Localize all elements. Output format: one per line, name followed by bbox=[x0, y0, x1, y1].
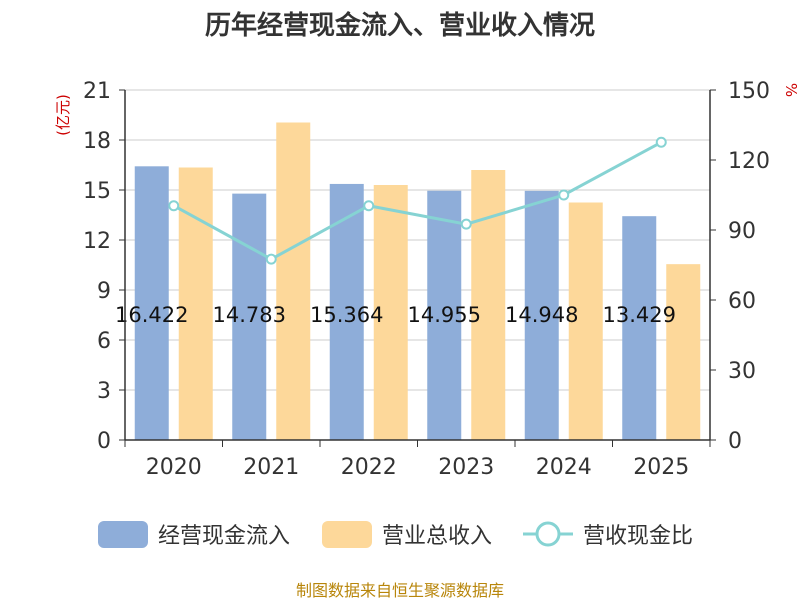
left-tick-label: 12 bbox=[83, 229, 111, 254]
bar-经营现金流入 bbox=[329, 183, 364, 440]
legend-label: 经营现金流入 bbox=[158, 524, 290, 549]
legend-swatch bbox=[322, 521, 372, 548]
ratio-line-point bbox=[265, 253, 277, 265]
left-tick-label: 9 bbox=[97, 279, 111, 304]
x-tick-label: 2020 bbox=[146, 455, 202, 480]
legend-marker bbox=[535, 521, 561, 547]
bar-经营现金流入 bbox=[134, 166, 169, 441]
source-footer: 制图数据来自恒生聚源数据库 bbox=[296, 581, 504, 600]
ratio-line-point bbox=[460, 218, 472, 230]
bar-营业总收入 bbox=[568, 202, 603, 440]
bar-营业总收入 bbox=[373, 185, 408, 440]
right-tick-label: 120 bbox=[728, 149, 770, 174]
left-tick-label: 18 bbox=[83, 129, 111, 154]
right-tick-label: 30 bbox=[728, 359, 756, 384]
right-axis-unit: % bbox=[782, 83, 800, 97]
chart-title: 历年经营现金流入、营业收入情况 bbox=[205, 10, 595, 41]
legend-label: 营收现金比 bbox=[583, 524, 693, 549]
bar-data-label: 14.948 bbox=[505, 303, 578, 327]
legend: 经营现金流入 营业总收入 营收现金比 bbox=[98, 521, 693, 549]
left-tick-label: 6 bbox=[97, 329, 111, 354]
x-tick-label: 2023 bbox=[438, 455, 494, 480]
bar-营业总收入 bbox=[666, 264, 701, 440]
bar-data-label: 13.429 bbox=[603, 303, 676, 327]
ratio-line-path bbox=[173, 140, 662, 261]
grid bbox=[125, 89, 710, 441]
x-tick-label: 2025 bbox=[633, 455, 689, 480]
bar-data-label: 16.422 bbox=[115, 303, 188, 327]
x-tick-label: 2024 bbox=[536, 455, 592, 480]
ratio-line-point bbox=[168, 200, 180, 212]
bars bbox=[134, 122, 701, 441]
left-tick-label: 3 bbox=[97, 379, 111, 404]
right-tick-label: 0 bbox=[728, 429, 742, 454]
ratio-line-point bbox=[655, 136, 667, 148]
left-tick-label: 15 bbox=[83, 179, 111, 204]
left-tick-label: 0 bbox=[97, 429, 111, 454]
ratio-line-point bbox=[558, 189, 570, 201]
x-tick-label: 2021 bbox=[243, 455, 299, 480]
legend-label: 营业总收入 bbox=[382, 524, 492, 549]
axes: 0 3 6 9 12 15 18 21 0 30 60 90 120 150 2020 2021 2022 202… bbox=[83, 79, 770, 480]
x-tick-label: 2022 bbox=[341, 455, 397, 480]
legend-swatch bbox=[98, 521, 148, 548]
data-labels: 16.422 14.783 15.364 14.955 14.948 13.429 bbox=[115, 303, 676, 327]
right-tick-label: 150 bbox=[728, 79, 770, 104]
bar-经营现金流入 bbox=[524, 190, 559, 440]
ratio-line-point bbox=[363, 200, 375, 212]
bar-data-label: 14.783 bbox=[213, 303, 286, 327]
right-tick-label: 60 bbox=[728, 289, 756, 314]
bar-经营现金流入 bbox=[622, 216, 657, 440]
bar-经营现金流入 bbox=[232, 193, 267, 440]
bar-data-label: 14.955 bbox=[408, 303, 481, 327]
bar-data-label: 15.364 bbox=[310, 303, 383, 327]
bar-营业总收入 bbox=[276, 122, 311, 440]
ratio-line bbox=[168, 136, 667, 265]
right-tick-label: 90 bbox=[728, 219, 756, 244]
left-tick-label: 21 bbox=[83, 79, 111, 104]
bar-经营现金流入 bbox=[427, 190, 462, 440]
left-axis-unit: (亿元) bbox=[54, 94, 72, 136]
